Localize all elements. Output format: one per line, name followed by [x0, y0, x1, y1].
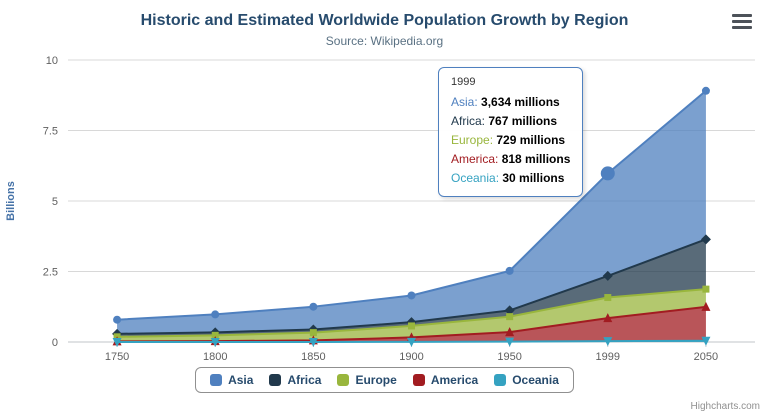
export-menu-button[interactable] [732, 14, 752, 29]
tooltip-series-name: Asia: [451, 95, 482, 109]
legend: Asia Africa Europe America Oceania [195, 367, 574, 393]
x-axis-tick-label: 1999 [596, 351, 620, 363]
legend-label-asia: Asia [228, 373, 254, 387]
marker-asia[interactable] [701, 86, 710, 95]
marker-america[interactable] [701, 301, 711, 311]
marker-europe[interactable] [309, 329, 317, 337]
marker-asia[interactable] [505, 266, 514, 275]
legend-swatch-asia [210, 374, 223, 386]
marker-america[interactable] [603, 313, 613, 323]
y-axis-tick-label: 5 [52, 196, 58, 208]
marker-asia[interactable] [211, 310, 220, 319]
legend-label-oceania: Oceania [512, 373, 559, 387]
x-axis-tick-label: 1800 [203, 351, 227, 363]
marker-oceania[interactable] [112, 337, 122, 347]
tooltip-row-europe: Europe: 729 millions [451, 131, 570, 150]
marker-oceania[interactable] [407, 337, 416, 347]
legend-label-america: America [430, 373, 479, 387]
marker-europe[interactable] [702, 285, 710, 293]
legend-swatch-europe [337, 374, 350, 386]
marker-africa[interactable] [602, 270, 613, 281]
tooltip-header: 1999 [451, 76, 476, 88]
x-axis-tick-label: 1900 [399, 351, 423, 363]
y-axis-title: Billions [5, 181, 17, 221]
tooltip-series-name: Oceania: [451, 171, 503, 185]
legend-item-asia[interactable]: Asia [210, 373, 253, 387]
x-axis-tick-label: 1750 [105, 351, 129, 363]
marker-asia[interactable] [309, 302, 318, 311]
area-series-america[interactable] [117, 306, 706, 342]
y-axis-tick-label: 10 [46, 55, 58, 67]
tooltip-row-africa: Africa: 767 millions [451, 112, 570, 131]
marker-asia[interactable] [407, 291, 416, 300]
chart-subtitle: Source: Wikipedia.org [325, 34, 444, 48]
marker-europe[interactable] [408, 322, 415, 330]
marker-america[interactable] [505, 327, 515, 337]
marker-europe[interactable] [604, 294, 612, 302]
area-series-asia[interactable] [117, 90, 706, 334]
tooltip-row-oceania: Oceania: 30 millions [451, 169, 570, 188]
marker-oceania[interactable] [210, 337, 220, 347]
tooltip: 1999 Asia: 3,634 millions Africa: 767 mill… [438, 67, 584, 197]
legend-item-europe[interactable]: Europe [337, 373, 397, 387]
legend-label-europe: Europe [355, 373, 397, 387]
legend-item-oceania[interactable]: Oceania [494, 373, 559, 387]
x-axis-tick-label: 2050 [694, 351, 718, 363]
tooltip-series-value: 3,634 millions [481, 95, 560, 109]
marker-europe[interactable] [506, 313, 514, 321]
area-series-africa[interactable] [117, 239, 706, 337]
marker-africa[interactable] [504, 305, 515, 316]
marker-oceania[interactable] [603, 337, 613, 347]
tooltip-series-value: 767 millions [488, 114, 558, 128]
marker-asia[interactable] [113, 315, 122, 324]
legend-wrapper: Asia Africa Europe America Oceania [0, 367, 769, 393]
legend-swatch-oceania [494, 374, 507, 386]
legend-swatch-america [412, 374, 425, 386]
credits-link[interactable]: Highcharts.com [690, 401, 760, 412]
marker-oceania[interactable] [505, 337, 515, 347]
legend-item-africa[interactable]: Africa [269, 373, 321, 387]
x-axis-tick-label: 1950 [497, 351, 521, 363]
tooltip-row-asia: Asia: 3,634 millions [451, 93, 570, 112]
legend-swatch-africa [269, 374, 282, 386]
tooltip-series-value: 30 millions [502, 171, 565, 185]
y-axis-tick-label: 7.5 [43, 126, 58, 138]
x-axis-tick-label: 1850 [301, 351, 325, 363]
y-axis-tick-label: 0 [52, 337, 58, 349]
tooltip-row-america: America: 818 millions [451, 150, 570, 169]
tooltip-series-name: Europe: [451, 133, 497, 147]
hamburger-icon [732, 20, 752, 23]
tooltip-series-name: Africa: [451, 114, 489, 128]
marker-europe[interactable] [211, 331, 219, 339]
marker-africa[interactable] [700, 234, 711, 245]
legend-item-america[interactable]: America [412, 373, 479, 387]
marker-oceania[interactable] [308, 337, 318, 347]
hovered-point[interactable] [600, 166, 615, 181]
marker-oceania[interactable] [701, 336, 711, 346]
tooltip-series-value: 818 millions [501, 152, 571, 166]
chart-title: Historic and Estimated Worldwide Populat… [140, 12, 629, 29]
y-axis-tick-label: 2.5 [43, 267, 58, 279]
tooltip-series-value: 729 millions [496, 133, 566, 147]
hamburger-icon [732, 26, 752, 29]
legend-label-africa: Africa [287, 373, 322, 387]
tooltip-series-name: America: [451, 152, 502, 166]
hamburger-icon [732, 14, 752, 17]
